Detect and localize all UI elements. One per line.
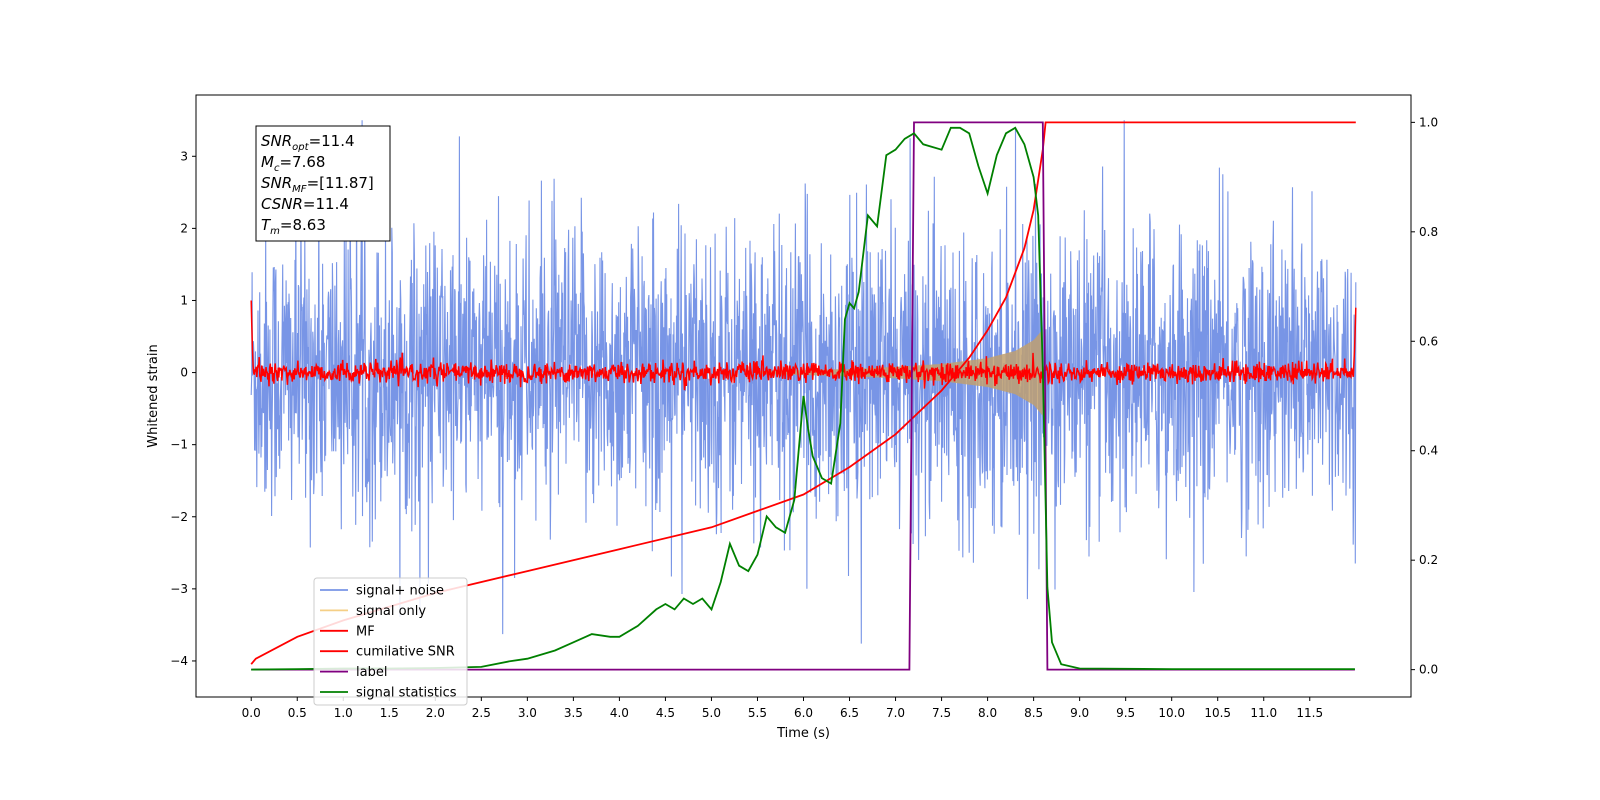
series-mf bbox=[250, 300, 1357, 391]
x-tick-label: 3.0 bbox=[518, 706, 537, 720]
annotation-box: SNRopt=11.4Mc=7.68SNRMF=[11.87]CSNR=11.4… bbox=[255, 125, 391, 242]
y-axis-left-ticks: −4 −3 −2 −1 0 1 2 3 bbox=[170, 149, 196, 668]
series-signal-noise bbox=[250, 120, 1357, 644]
y-right-tick-label: 1.0 bbox=[1419, 115, 1438, 129]
x-tick-label: 10.0 bbox=[1158, 706, 1185, 720]
x-tick-label: 5.0 bbox=[702, 706, 721, 720]
series-label bbox=[251, 121, 1355, 671]
axes: 0.0 0.5 1.0 1.5 2.0 2.5 3.0 3.5 4.0 4.5 5.0 5.5 6.0 6… bbox=[146, 94, 1438, 741]
legend-label: label bbox=[356, 665, 387, 680]
y-right-tick-label: 0.6 bbox=[1419, 334, 1438, 348]
annotation-line: SNRopt=11.4 bbox=[261, 132, 355, 153]
legend-label: MF bbox=[356, 624, 375, 639]
x-tick-label: 8.0 bbox=[978, 706, 997, 720]
x-tick-label: 7.0 bbox=[886, 706, 905, 720]
series-signal-statistics bbox=[251, 126, 1355, 671]
x-tick-label: 8.5 bbox=[1024, 706, 1043, 720]
x-tick-label: 4.5 bbox=[656, 706, 675, 720]
legend: signal+ noise signal only MF cumilative SNR… bbox=[313, 577, 468, 706]
y-left-tick-label: 2 bbox=[180, 221, 188, 235]
x-tick-label: 11.0 bbox=[1250, 706, 1277, 720]
x-tick-label: 10.5 bbox=[1204, 706, 1231, 720]
y-right-tick-label: 0.2 bbox=[1419, 553, 1438, 567]
x-tick-label: 9.5 bbox=[1116, 706, 1135, 720]
y-right-tick-label: 0.8 bbox=[1419, 225, 1438, 239]
annotation-line: Tm=8.63 bbox=[261, 216, 326, 237]
x-tick-label: 1.5 bbox=[380, 706, 399, 720]
x-tick-label: 4.0 bbox=[610, 706, 629, 720]
x-tick-label: 1.0 bbox=[334, 706, 353, 720]
x-tick-label: 7.5 bbox=[932, 706, 951, 720]
y-left-tick-label: −3 bbox=[170, 582, 188, 596]
annotation-line: SNRMF=[11.87] bbox=[261, 174, 374, 195]
y-left-tick-label: −2 bbox=[170, 510, 188, 524]
x-tick-label: 2.5 bbox=[472, 706, 491, 720]
x-axis-ticks: 0.0 0.5 1.0 1.5 2.0 2.5 3.0 3.5 4.0 4.5 5.0 5.5 6.0 6… bbox=[242, 697, 1323, 720]
x-tick-label: 2.0 bbox=[426, 706, 445, 720]
y-right-tick-label: 0.0 bbox=[1419, 663, 1438, 677]
legend-label: signal statistics bbox=[356, 686, 457, 701]
x-axis-label: Time (s) bbox=[776, 726, 830, 741]
y-left-tick-label: 3 bbox=[180, 149, 188, 163]
x-tick-label: 11.5 bbox=[1296, 706, 1323, 720]
y-axis-label: Whitened strain bbox=[146, 344, 161, 447]
annotation-frame bbox=[255, 125, 391, 242]
x-tick-label: 6.5 bbox=[840, 706, 859, 720]
legend-label: signal only bbox=[356, 604, 426, 619]
x-tick-label: 9.0 bbox=[1070, 706, 1089, 720]
legend-label: signal+ noise bbox=[356, 584, 444, 599]
y-left-tick-label: 1 bbox=[180, 293, 188, 307]
legend-frame bbox=[313, 577, 468, 706]
y-right-tick-label: 0.4 bbox=[1419, 444, 1438, 458]
x-tick-label: 5.5 bbox=[748, 706, 767, 720]
x-tick-label: 0.0 bbox=[242, 706, 261, 720]
legend-label: cumilative SNR bbox=[356, 645, 455, 660]
annotation-line: CSNR=11.4 bbox=[261, 195, 349, 213]
y-left-tick-label: −4 bbox=[170, 654, 188, 668]
x-tick-label: 6.0 bbox=[794, 706, 813, 720]
x-tick-label: 0.5 bbox=[288, 706, 307, 720]
y-left-tick-label: 0 bbox=[180, 366, 188, 380]
annotation-line: Mc=7.68 bbox=[261, 153, 325, 174]
y-axis-right-ticks: 0.0 0.2 0.4 0.6 0.8 1.0 bbox=[1411, 115, 1438, 677]
y-left-tick-label: −1 bbox=[170, 438, 188, 452]
x-tick-label: 3.5 bbox=[564, 706, 583, 720]
